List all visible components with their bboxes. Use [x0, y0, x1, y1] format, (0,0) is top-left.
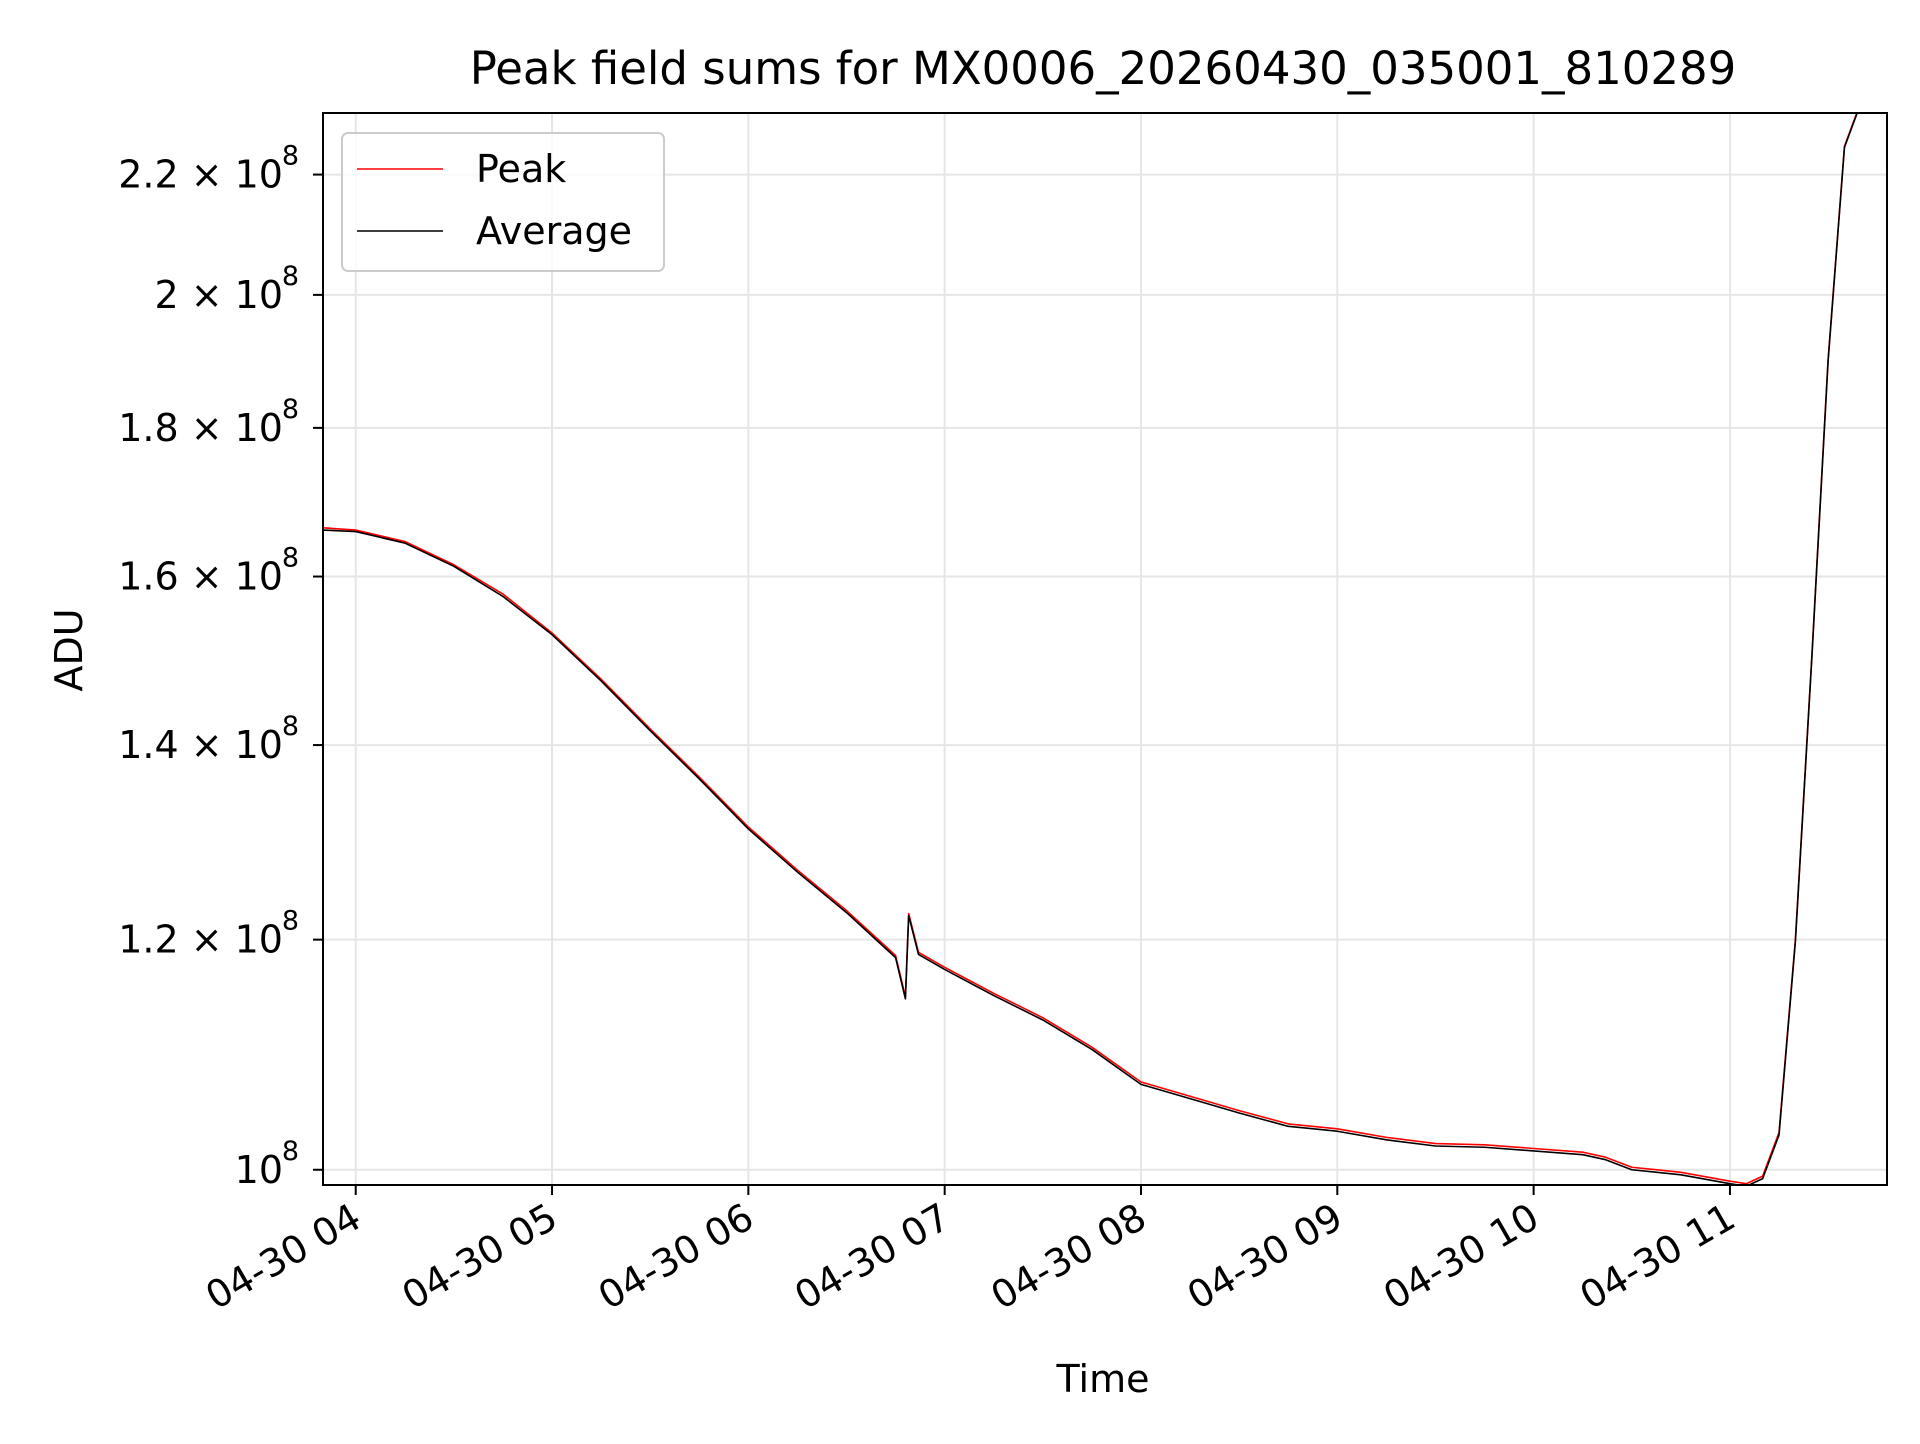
y-tick-base: 2 × 10 — [154, 273, 283, 317]
legend-box — [341, 132, 665, 272]
y-tick-label: 81.8 × 10 — [118, 394, 299, 450]
y-tick-exponent: 8 — [282, 1136, 299, 1167]
y-tick-exponent: 8 — [282, 394, 299, 425]
y-tick-label: 81.4 × 10 — [118, 711, 299, 767]
series-line-average — [323, 113, 1859, 1185]
y-tick-base: 1.6 × 10 — [118, 555, 283, 599]
y-tick-exponent: 8 — [282, 711, 299, 742]
y-tick-base: 2.2 × 10 — [118, 153, 283, 197]
y-tick-label: 81.2 × 10 — [118, 906, 299, 962]
plot-area-background — [323, 113, 1887, 1185]
y-tick-base: 1.2 × 10 — [118, 918, 283, 962]
chart-title: Peak field sums for MX0006_20260430_0350… — [470, 42, 1737, 95]
legend-label-peak: Peak — [476, 147, 566, 191]
y-axis-label: ADU — [47, 608, 91, 691]
series-lines — [323, 113, 1859, 1185]
y-tick-base: 10 — [235, 1148, 283, 1192]
legend-label-average: Average — [476, 209, 632, 253]
plot-frame — [322, 112, 1888, 1186]
y-tick-base: 1.8 × 10 — [118, 406, 283, 450]
y-tick-label: 82.2 × 10 — [118, 141, 299, 197]
y-tick-exponent: 8 — [282, 141, 299, 172]
y-tick-exponent: 8 — [282, 906, 299, 937]
grid-lines — [323, 113, 1887, 1185]
y-tick-label: 810 — [235, 1136, 299, 1192]
series-line-peak — [323, 113, 1858, 1185]
y-tick-label: 81.6 × 10 — [118, 543, 299, 599]
y-tick-label: 82 × 10 — [154, 261, 299, 317]
x-axis-label: Time — [1056, 1357, 1150, 1401]
y-tick-base: 1.4 × 10 — [118, 723, 283, 767]
y-tick-exponent: 8 — [282, 261, 299, 292]
legend: Peak Average — [341, 132, 665, 272]
y-tick-exponent: 8 — [282, 543, 299, 574]
